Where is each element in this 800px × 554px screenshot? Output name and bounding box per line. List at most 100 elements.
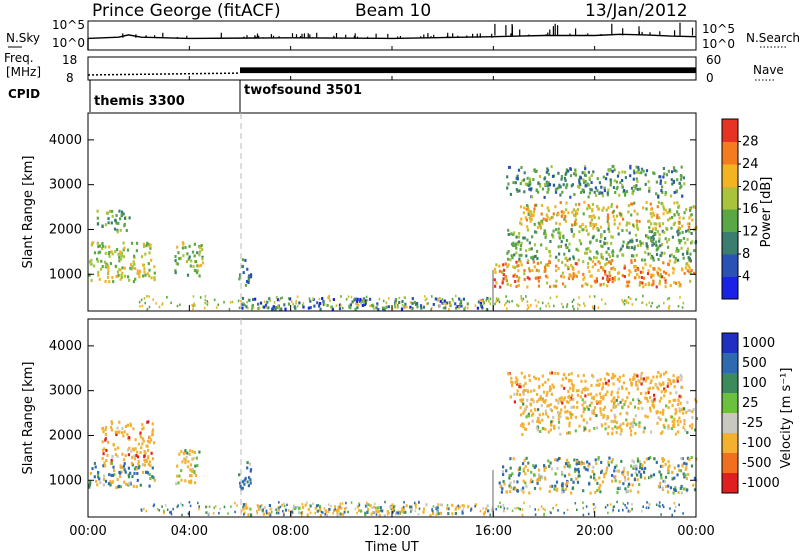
data-cell [536,249,539,253]
data-cell [196,464,199,467]
data-cell [661,243,664,246]
data-cell [349,303,352,307]
data-cell [517,242,520,246]
data-cell [239,481,242,485]
data-cell [130,449,133,453]
data-cell [659,175,662,179]
data-cell [672,491,675,495]
data-cell [136,478,139,482]
data-cell [371,506,374,510]
data-cell [101,244,105,248]
data-cell [574,415,577,419]
data-cell [679,373,682,377]
data-cell [657,200,660,204]
data-cell [588,215,591,218]
data-cell [538,475,541,479]
data-cell [394,298,398,301]
data-cell [610,376,613,380]
data-cell [544,477,547,481]
data-cell [645,506,648,509]
data-cell [523,190,526,194]
data-cell [614,374,617,378]
data-cell [629,422,632,426]
nave-tick-top: 60 [706,53,721,67]
data-cell [379,506,382,509]
data-cell [169,511,171,514]
data-cell [584,251,587,255]
data-cell [128,482,131,485]
data-cell [599,378,602,382]
data-cell [246,466,249,470]
data-cell [88,273,91,277]
data-cell [201,248,204,252]
data-cell [395,302,397,305]
data-cell [275,511,278,515]
data-cell [662,212,665,216]
data-cell [383,514,386,518]
data-cell [655,180,658,184]
data-cell [624,176,627,180]
data-cell [148,305,151,309]
data-cell [634,264,637,268]
data-cell [645,169,649,173]
data-cell [521,422,524,426]
data-cell [527,259,530,263]
data-cell [358,502,360,505]
data-cell [646,235,649,239]
data-cell [485,507,488,511]
data-cell [572,384,575,388]
data-cell [668,259,671,263]
data-cell [623,266,626,270]
data-cell [613,396,616,400]
data-cell [538,384,541,388]
data-cell [107,482,111,486]
data-cell [139,483,142,487]
data-cell [641,510,643,513]
data-cell [509,466,512,470]
data-cell [415,506,417,509]
data-cell [535,203,538,207]
data-cell [670,427,673,431]
data-cell [490,509,493,512]
data-cell [604,422,607,426]
data-cell [122,434,125,438]
data-cell [302,305,305,309]
data-cell [572,480,575,484]
data-cell [652,234,655,238]
data-cell [589,475,592,479]
data-cell [555,228,558,232]
data-cell [96,241,99,245]
data-cell [136,450,139,454]
data-cell [521,299,523,302]
data-cell [170,510,172,514]
data-cell [638,483,641,487]
data-cell [443,302,445,305]
data-cell [619,423,622,427]
nsky-tick-top: 10^5 [52,18,85,32]
data-cell [530,409,533,413]
data-cell [596,177,599,181]
data-cell [532,257,535,261]
data-cell [651,230,654,234]
data-cell [369,304,371,308]
data-cell [557,213,560,217]
data-cell [570,405,573,409]
data-cell [627,295,630,299]
data-cell [513,273,516,277]
data-cell [618,222,621,226]
data-cell [660,189,663,193]
data-cell [638,275,641,279]
data-cell [630,246,634,250]
data-cell [372,511,374,514]
data-cell [689,258,692,262]
data-cell [189,264,192,268]
data-cell [562,489,565,493]
data-cell [592,465,595,469]
data-cell [581,403,584,407]
velocity-colorbar-swatch [722,473,738,494]
data-cell [574,502,577,505]
data-cell [141,463,144,467]
data-cell [505,295,507,298]
data-cell [508,165,511,169]
data-cell [623,402,626,406]
